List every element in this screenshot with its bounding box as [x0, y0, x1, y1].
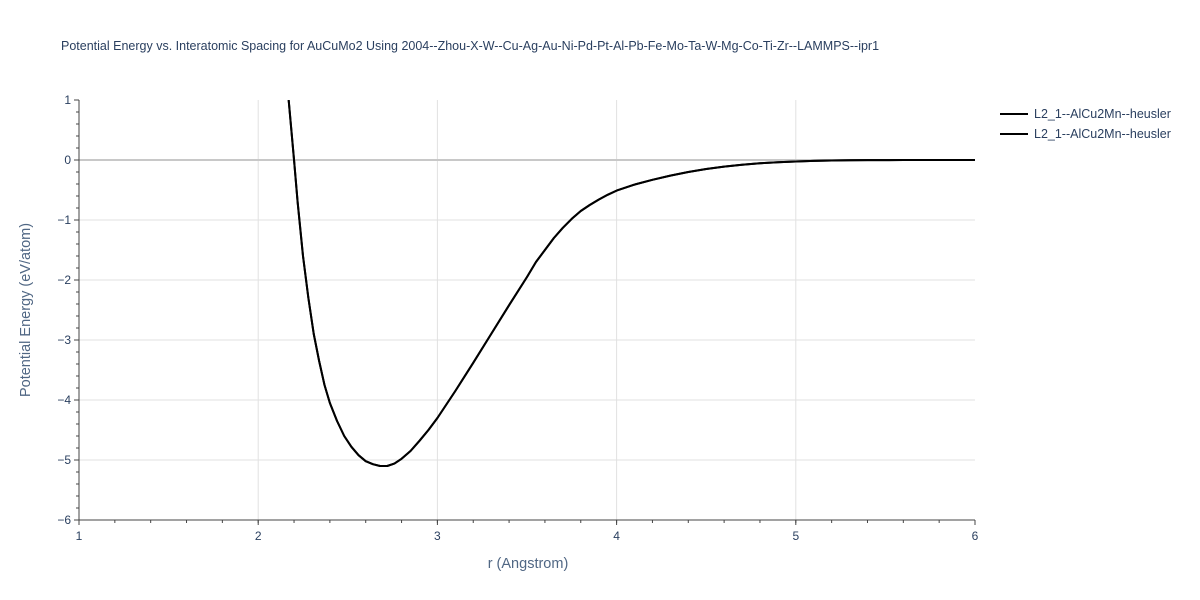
x-tick-label: 4 [613, 529, 620, 543]
y-tick-label: −4 [57, 393, 71, 407]
tick-labels: 1 2 3 4 5 6 1 0 −1 −2 −3 −4 −5 −6 [57, 93, 978, 543]
x-tick-label: 3 [434, 529, 441, 543]
chart-title: Potential Energy vs. Interatomic Spacing… [61, 39, 879, 53]
y-tick-label: −3 [57, 333, 71, 347]
legend: L2_1--AlCu2Mn--heusler L2_1--AlCu2Mn--heu… [1000, 107, 1171, 141]
y-tick-label: −6 [57, 513, 71, 527]
y-tick-label: −2 [57, 273, 71, 287]
legend-label: L2_1--AlCu2Mn--heusler [1034, 127, 1171, 141]
x-axis-title: r (Angstrom) [488, 556, 569, 572]
x-tick-label: 5 [792, 529, 799, 543]
series-line-2 [287, 100, 975, 467]
x-tick-label: 6 [972, 529, 979, 543]
x-tick-label: 1 [76, 529, 83, 543]
y-axis-title: Potential Energy (eV/atom) [18, 223, 34, 397]
legend-label: L2_1--AlCu2Mn--heusler [1034, 107, 1171, 121]
grid [79, 100, 975, 520]
y-tick-label: 1 [64, 93, 71, 107]
y-tick-label: 0 [64, 153, 71, 167]
axes [74, 99, 976, 525]
series-lines [287, 100, 975, 467]
y-tick-label: −5 [57, 453, 71, 467]
x-tick-label: 2 [255, 529, 262, 543]
y-tick-label: −1 [57, 213, 71, 227]
